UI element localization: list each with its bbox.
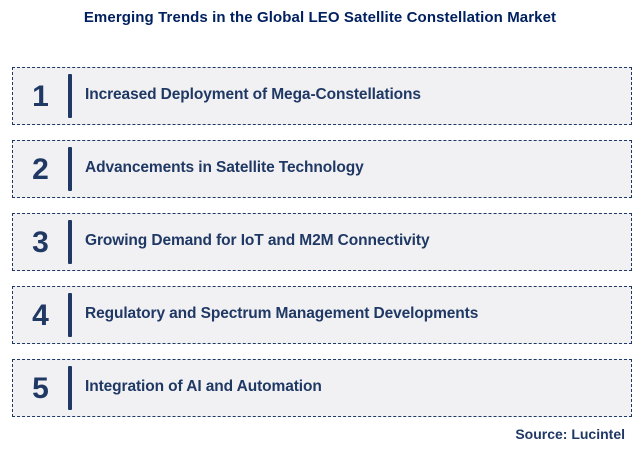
vertical-divider [68, 147, 72, 191]
trend-label: Advancements in Satellite Technology [85, 159, 364, 176]
trend-item-4: 4 Regulatory and Spectrum Management Dev… [12, 286, 632, 344]
trend-number: 4 [32, 299, 49, 332]
trend-label: Integration of AI and Automation [85, 378, 322, 395]
trend-label: Increased Deployment of Mega-Constellati… [85, 86, 421, 103]
vertical-divider [68, 366, 72, 410]
trend-item-1: 1 Increased Deployment of Mega-Constella… [12, 67, 632, 125]
vertical-divider [68, 293, 72, 337]
source-credit: Source: Lucintel [515, 426, 625, 442]
trend-item-2: 2 Advancements in Satellite Technology [12, 140, 632, 198]
trend-list: 1 Increased Deployment of Mega-Constella… [12, 67, 632, 432]
trend-item-3: 3 Growing Demand for IoT and M2M Connect… [12, 213, 632, 271]
trend-number: 2 [32, 153, 49, 186]
trend-item-5: 5 Integration of AI and Automation [12, 359, 632, 417]
trend-number: 1 [32, 80, 49, 113]
trend-label: Growing Demand for IoT and M2M Connectiv… [85, 232, 430, 249]
trend-label: Regulatory and Spectrum Management Devel… [85, 305, 479, 322]
trend-number: 3 [32, 226, 49, 259]
vertical-divider [68, 220, 72, 264]
page-title: Emerging Trends in the Global LEO Satell… [83, 9, 557, 26]
trend-number: 5 [32, 372, 49, 405]
vertical-divider [68, 74, 72, 118]
